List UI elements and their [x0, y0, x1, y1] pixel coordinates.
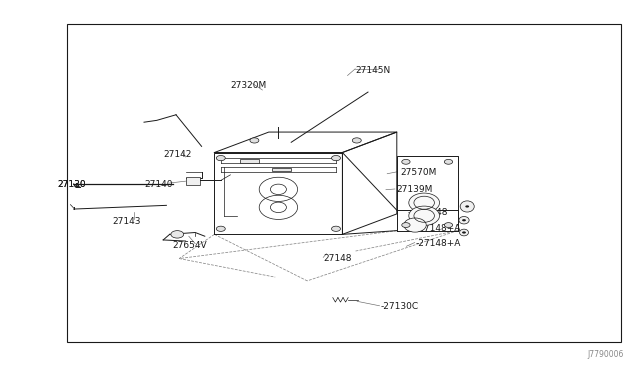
Text: 27130: 27130: [58, 180, 86, 189]
Text: 27570M: 27570M: [400, 169, 436, 177]
Ellipse shape: [460, 229, 468, 236]
Ellipse shape: [409, 193, 440, 212]
Text: -27148+A: -27148+A: [416, 224, 461, 233]
Bar: [272, 168, 291, 171]
Text: -27148+A: -27148+A: [416, 239, 461, 248]
Bar: [186, 177, 200, 185]
Circle shape: [402, 159, 410, 164]
Text: 27143: 27143: [112, 217, 141, 226]
Circle shape: [332, 226, 340, 231]
Ellipse shape: [404, 218, 426, 232]
Circle shape: [332, 155, 340, 161]
Circle shape: [250, 138, 259, 143]
Circle shape: [352, 138, 362, 143]
Text: 27320M: 27320M: [230, 81, 267, 90]
Text: 27139M: 27139M: [397, 185, 433, 194]
Bar: [240, 159, 259, 163]
Circle shape: [402, 222, 410, 227]
Text: 27140: 27140: [144, 180, 173, 189]
Circle shape: [171, 231, 184, 238]
Text: 27145N: 27145N: [355, 66, 390, 75]
Circle shape: [465, 205, 469, 208]
Circle shape: [216, 226, 225, 231]
Text: 27654V: 27654V: [173, 241, 207, 250]
Circle shape: [444, 222, 452, 227]
Text: 27148: 27148: [323, 254, 352, 263]
Circle shape: [444, 159, 452, 164]
Bar: [67, 24, 621, 342]
Text: 27142: 27142: [163, 150, 191, 159]
Text: -27130C: -27130C: [381, 302, 419, 311]
Circle shape: [462, 219, 466, 221]
Circle shape: [216, 155, 225, 161]
Ellipse shape: [409, 206, 440, 225]
Text: J7790006: J7790006: [588, 350, 624, 359]
Ellipse shape: [459, 217, 469, 224]
Text: 27130: 27130: [58, 180, 86, 189]
Circle shape: [462, 231, 466, 234]
Text: 27148: 27148: [419, 208, 448, 217]
Ellipse shape: [460, 201, 474, 212]
